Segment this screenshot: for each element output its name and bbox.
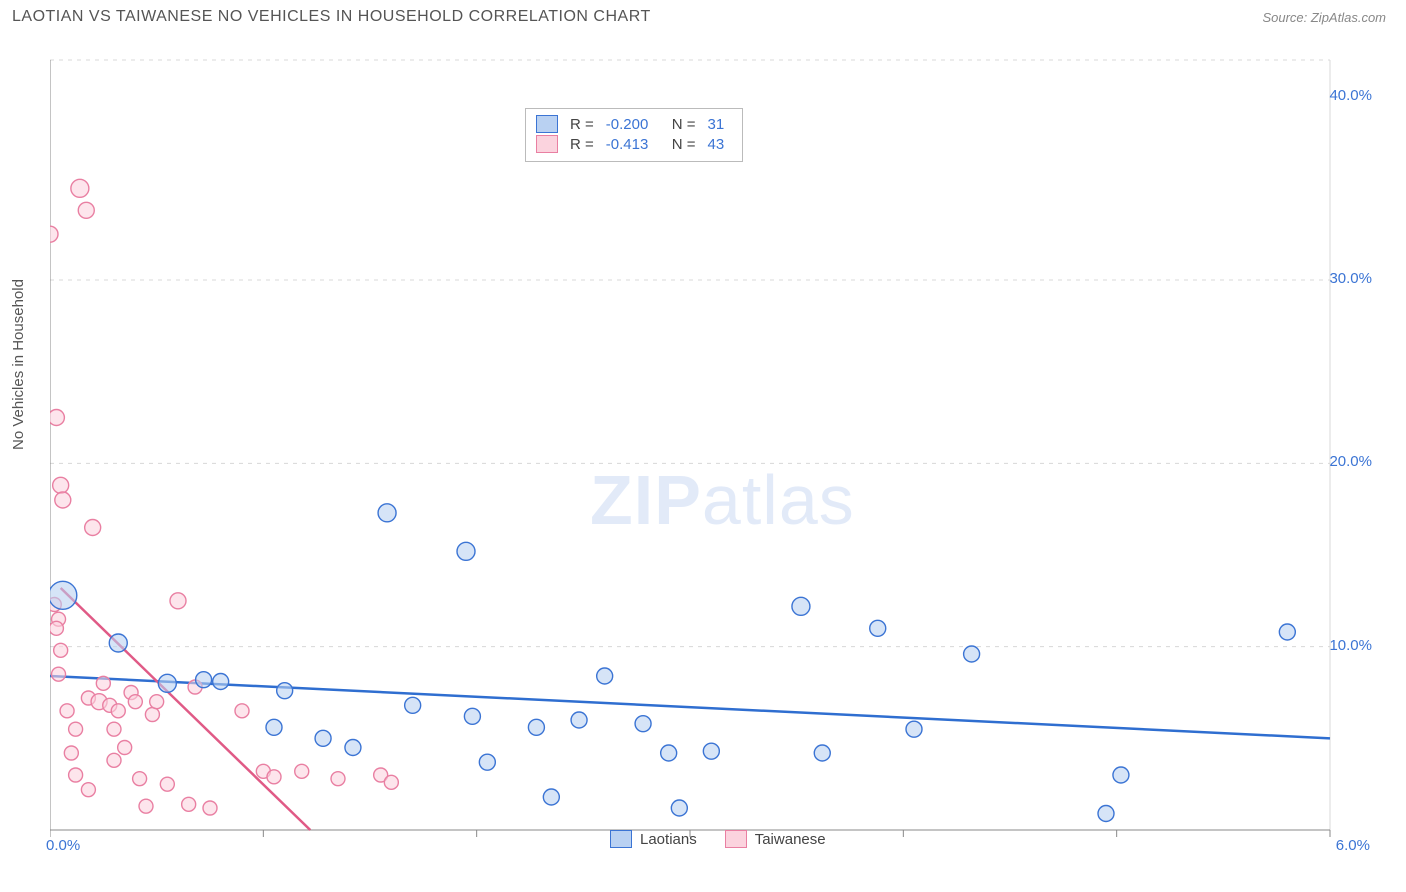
legend-swatch: [610, 830, 632, 848]
legend-swatch: [536, 135, 558, 153]
legend-item: Taiwanese: [725, 830, 826, 848]
legend-label: Taiwanese: [755, 831, 826, 848]
x-tick-label-left: 0.0%: [46, 837, 80, 854]
legend-stat-row: R = -0.200 N = 31: [536, 115, 732, 133]
r-label: R =: [570, 116, 594, 133]
legend-item: Laotians: [610, 830, 697, 848]
n-value: 31: [708, 116, 732, 133]
r-label: R =: [570, 136, 594, 153]
n-label: N =: [672, 116, 696, 133]
legend-label: Laotians: [640, 831, 697, 848]
n-label: N =: [672, 136, 696, 153]
scatter-chart: [50, 50, 1370, 850]
chart-title: LAOTIAN VS TAIWANESE NO VEHICLES IN HOUS…: [12, 8, 651, 26]
legend-swatch: [536, 115, 558, 133]
y-tick-label: 10.0%: [1329, 637, 1372, 654]
stats-legend: R = -0.200 N = 31 R = -0.413 N = 43: [525, 108, 743, 162]
y-tick-label: 30.0%: [1329, 270, 1372, 287]
y-axis-label: No Vehicles in Household: [10, 279, 27, 450]
source-label: Source: ZipAtlas.com: [1262, 10, 1386, 25]
legend-swatch: [725, 830, 747, 848]
y-tick-label: 40.0%: [1329, 87, 1372, 104]
x-tick-label-right: 6.0%: [1336, 837, 1370, 854]
series-legend: Laotians Taiwanese: [610, 830, 826, 848]
n-value: 43: [708, 136, 732, 153]
y-tick-label: 20.0%: [1329, 453, 1372, 470]
r-value: -0.413: [606, 136, 660, 153]
r-value: -0.200: [606, 116, 660, 133]
legend-stat-row: R = -0.413 N = 43: [536, 135, 732, 153]
